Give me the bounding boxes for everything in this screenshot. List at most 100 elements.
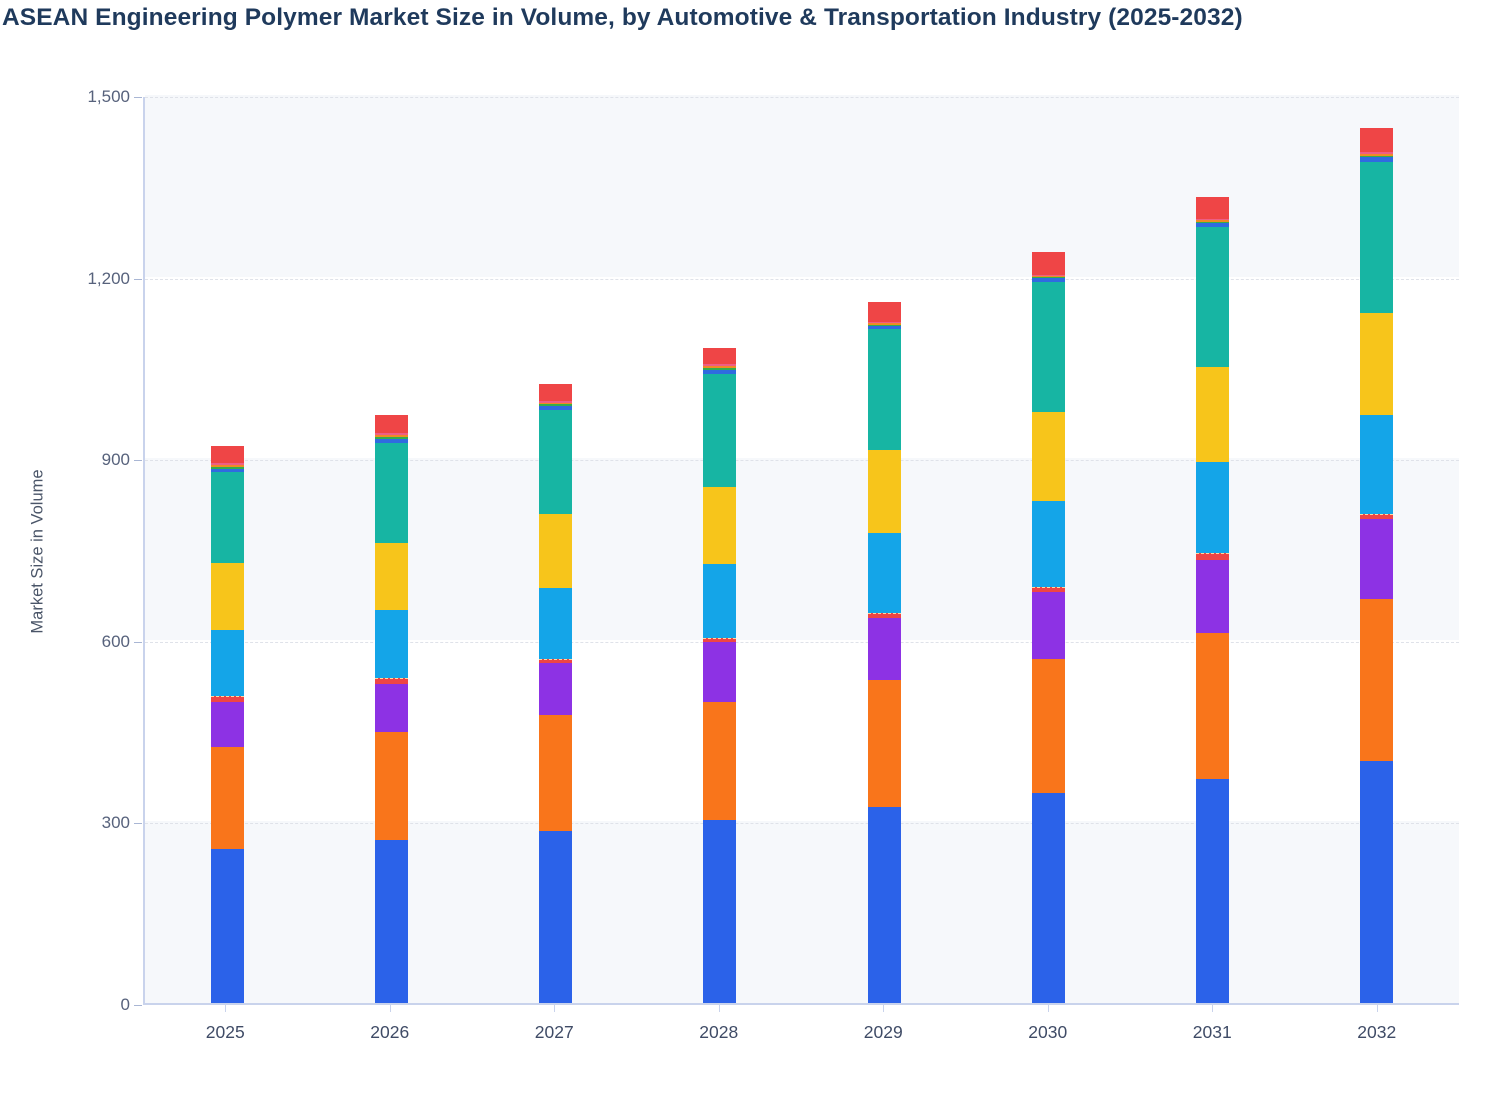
segment-purple[interactable] [539, 663, 573, 716]
stacked-bar-2028[interactable] [703, 347, 737, 1003]
segment-blue[interactable] [1360, 761, 1394, 1003]
segment-thin-amber[interactable] [703, 366, 737, 369]
segment-blue[interactable] [539, 831, 573, 1003]
segment-blue[interactable] [867, 806, 901, 1003]
segment-teal[interactable] [867, 329, 901, 451]
segment-rose-thin[interactable] [374, 677, 408, 685]
segment-thin-green[interactable] [1360, 155, 1394, 158]
segment-thin-blue[interactable] [703, 369, 737, 374]
segment-cyan[interactable] [703, 563, 737, 639]
segment-thin-green[interactable] [867, 324, 901, 326]
segment-thin-pink[interactable] [703, 364, 737, 367]
stacked-bar-2027[interactable] [539, 384, 573, 1003]
segment-yellow[interactable] [374, 543, 408, 610]
segment-thin-pink[interactable] [210, 463, 244, 465]
segment-rose-thin[interactable] [539, 659, 573, 664]
segment-red[interactable] [1360, 127, 1394, 152]
segment-yellow[interactable] [1031, 411, 1065, 501]
segment-thin-amber[interactable] [1196, 220, 1230, 222]
segment-blue[interactable] [703, 819, 737, 1003]
segment-thin-pink[interactable] [1031, 274, 1065, 277]
segment-teal[interactable] [1031, 282, 1065, 412]
segment-thin-pink[interactable] [539, 400, 573, 403]
segment-orange[interactable] [867, 680, 901, 807]
segment-thin-blue[interactable] [374, 438, 408, 443]
segment-thin-pink[interactable] [1360, 152, 1394, 154]
segment-thin-amber[interactable] [539, 402, 573, 405]
segment-thin-green[interactable] [703, 368, 737, 370]
segment-rose-thin[interactable] [1360, 513, 1394, 519]
segment-purple[interactable] [210, 701, 244, 747]
segment-thin-amber[interactable] [210, 464, 244, 467]
segment-thin-green[interactable] [539, 404, 573, 407]
segment-thin-pink[interactable] [867, 322, 901, 324]
segment-yellow[interactable] [539, 513, 573, 589]
segment-rose-thin[interactable] [1196, 552, 1230, 560]
segment-cyan[interactable] [539, 588, 573, 660]
segment-thin-blue[interactable] [539, 406, 573, 410]
stacked-bar-2025[interactable] [210, 446, 244, 1003]
segment-red[interactable] [374, 415, 408, 434]
segment-thin-green[interactable] [374, 437, 408, 439]
segment-rose-thin[interactable] [867, 613, 901, 619]
segment-thin-green[interactable] [1031, 277, 1065, 279]
segment-orange[interactable] [1196, 632, 1230, 780]
segment-cyan[interactable] [1196, 461, 1230, 553]
segment-teal[interactable] [1196, 227, 1230, 368]
segment-orange[interactable] [374, 732, 408, 841]
segment-cyan[interactable] [1360, 415, 1394, 514]
segment-cyan[interactable] [210, 630, 244, 696]
segment-yellow[interactable] [1196, 367, 1230, 462]
segment-thin-blue[interactable] [210, 468, 244, 473]
segment-purple[interactable] [867, 618, 901, 681]
segment-teal[interactable] [703, 373, 737, 487]
segment-yellow[interactable] [210, 562, 244, 631]
segment-red[interactable] [1196, 196, 1230, 220]
segment-orange[interactable] [539, 715, 573, 832]
segment-blue[interactable] [1196, 779, 1230, 1003]
segment-purple[interactable] [374, 684, 408, 733]
segment-blue[interactable] [210, 849, 244, 1003]
segment-thin-amber[interactable] [1360, 153, 1394, 156]
segment-cyan[interactable] [1031, 500, 1065, 588]
segment-red[interactable] [539, 384, 573, 401]
segment-thin-green[interactable] [1196, 221, 1230, 224]
segment-teal[interactable] [210, 472, 244, 563]
segment-teal[interactable] [1360, 162, 1394, 313]
segment-yellow[interactable] [867, 450, 901, 533]
stacked-bar-2030[interactable] [1031, 251, 1065, 1003]
segment-rose-thin[interactable] [1031, 587, 1065, 592]
stacked-bar-2026[interactable] [374, 415, 408, 1003]
segment-purple[interactable] [1031, 592, 1065, 660]
segment-red[interactable] [1031, 251, 1065, 275]
segment-thin-blue[interactable] [867, 325, 901, 330]
segment-yellow[interactable] [1360, 312, 1394, 416]
stacked-bar-2031[interactable] [1196, 196, 1230, 1003]
segment-thin-blue[interactable] [1031, 278, 1065, 283]
segment-red[interactable] [703, 347, 737, 365]
segment-orange[interactable] [210, 746, 244, 850]
segment-thin-pink[interactable] [374, 433, 408, 436]
segment-teal[interactable] [539, 409, 573, 514]
segment-thin-blue[interactable] [1196, 223, 1230, 228]
segment-red[interactable] [210, 446, 244, 464]
segment-thin-blue[interactable] [1360, 157, 1394, 163]
segment-thin-amber[interactable] [1031, 276, 1065, 278]
segment-purple[interactable] [1360, 518, 1394, 599]
segment-thin-pink[interactable] [1196, 219, 1230, 221]
segment-thin-green[interactable] [210, 466, 244, 469]
segment-blue[interactable] [374, 840, 408, 1003]
segment-cyan[interactable] [867, 532, 901, 614]
segment-rose-thin[interactable] [703, 638, 737, 643]
segment-blue[interactable] [1031, 792, 1065, 1003]
segment-orange[interactable] [703, 701, 737, 820]
stacked-bar-2032[interactable] [1360, 127, 1394, 1003]
segment-purple[interactable] [703, 642, 737, 702]
segment-teal[interactable] [374, 442, 408, 543]
segment-cyan[interactable] [374, 609, 408, 678]
segment-orange[interactable] [1031, 659, 1065, 793]
segment-thin-amber[interactable] [374, 435, 408, 438]
segment-purple[interactable] [1196, 559, 1230, 633]
segment-red[interactable] [867, 302, 901, 323]
stacked-bar-2029[interactable] [867, 302, 901, 1003]
